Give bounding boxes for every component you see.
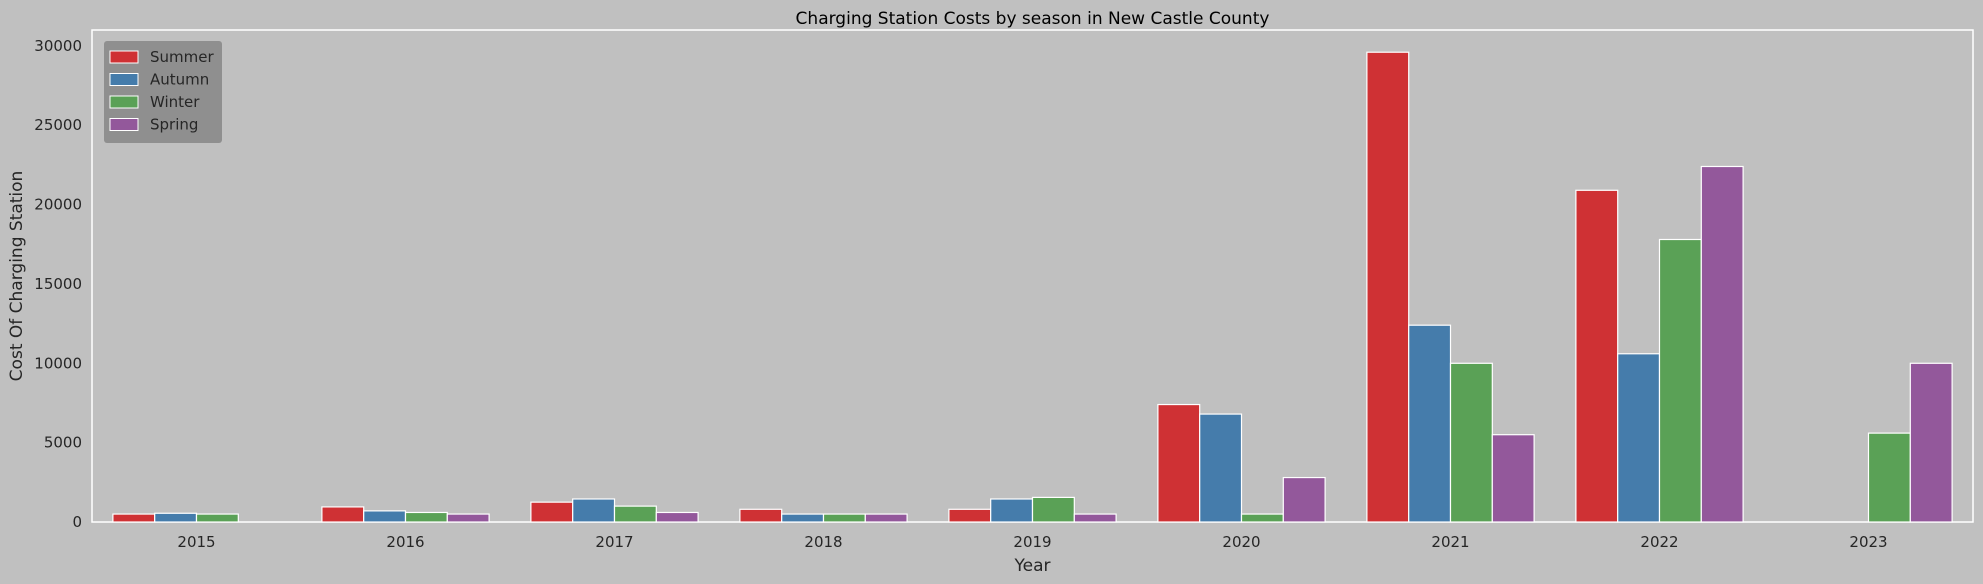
x-tick-label: 2022 [1640, 533, 1678, 551]
x-tick-label: 2015 [177, 533, 215, 551]
y-tick-label: 25000 [34, 116, 82, 134]
bar-winter-2019 [1031, 496, 1075, 523]
legend-box [104, 41, 222, 143]
x-axis-title: Year [1014, 556, 1051, 576]
bar-spring-2016 [446, 513, 490, 523]
bar-spring-2020 [1282, 476, 1326, 523]
x-tick-label: 2019 [1013, 533, 1051, 551]
y-tick-label: 15000 [34, 275, 82, 293]
bar-winter-2022 [1658, 238, 1702, 523]
bar-autumn-2021 [1408, 324, 1452, 523]
bar-winter-2015 [195, 513, 239, 523]
bar-summer-2021 [1366, 51, 1410, 523]
legend-label-spring: Spring [150, 116, 198, 134]
x-tick-label: 2016 [386, 533, 424, 551]
y-axis-title: Cost Of Charging Station [7, 171, 27, 382]
legend: Summer Autumn Winter Spring [104, 41, 222, 143]
y-tick-label: 0 [72, 513, 82, 531]
bar-summer-2015 [112, 513, 156, 523]
bar-summer-2016 [321, 506, 365, 523]
bar-summer-2019 [948, 508, 992, 523]
y-axis: 0 5000 10000 15000 20000 25000 30000 [34, 37, 82, 531]
bar-autumn-2019 [990, 498, 1034, 523]
bar-winter-2017 [613, 505, 657, 523]
bar-summer-2020 [1157, 403, 1201, 523]
bar-autumn-2017 [572, 498, 616, 523]
legend-swatch-summer [109, 50, 139, 64]
legend-swatch-autumn [109, 73, 139, 86]
bar-spring-2017 [655, 511, 699, 523]
bar-autumn-2015 [154, 512, 198, 523]
bar-summer-2018 [739, 508, 783, 523]
x-axis: 2015 2016 2017 2018 2019 2020 2021 2022 2023 [177, 533, 1887, 551]
legend-label-winter: Winter [150, 93, 200, 111]
x-tick-label: 2021 [1431, 533, 1469, 551]
legend-label-summer: Summer [150, 48, 214, 66]
legend-label-autumn: Autumn [150, 71, 209, 89]
bar-spring-2019 [1073, 513, 1117, 523]
bar-spring-2018 [864, 513, 908, 523]
y-tick-label: 5000 [44, 434, 82, 452]
bar-spring-2021 [1491, 434, 1535, 523]
bar-autumn-2022 [1617, 353, 1661, 523]
x-tick-label: 2020 [1222, 533, 1260, 551]
bar-winter-2018 [822, 513, 866, 523]
y-tick-label: 30000 [34, 37, 82, 55]
bar-autumn-2016 [363, 510, 407, 523]
bar-summer-2017 [530, 501, 574, 523]
bar-autumn-2020 [1199, 413, 1243, 523]
x-tick-label: 2023 [1849, 533, 1887, 551]
y-tick-label: 10000 [34, 354, 82, 372]
legend-swatch-winter [109, 95, 139, 109]
bar-spring-2022 [1700, 165, 1744, 523]
bar-winter-2020 [1240, 513, 1284, 523]
bar-winter-2021 [1449, 362, 1493, 523]
x-tick-label: 2018 [804, 533, 842, 551]
bar-autumn-2018 [781, 513, 825, 523]
bar-spring-2023 [1909, 362, 1953, 523]
y-tick-label: 20000 [34, 196, 82, 214]
bars-group [112, 51, 1953, 523]
bar-winter-2023 [1867, 432, 1911, 523]
legend-swatch-spring [109, 118, 139, 131]
x-tick-label: 2017 [595, 533, 633, 551]
bar-summer-2022 [1575, 189, 1619, 523]
bar-winter-2016 [404, 511, 448, 523]
chart-title: Charging Station Costs by season in New … [796, 9, 1270, 29]
